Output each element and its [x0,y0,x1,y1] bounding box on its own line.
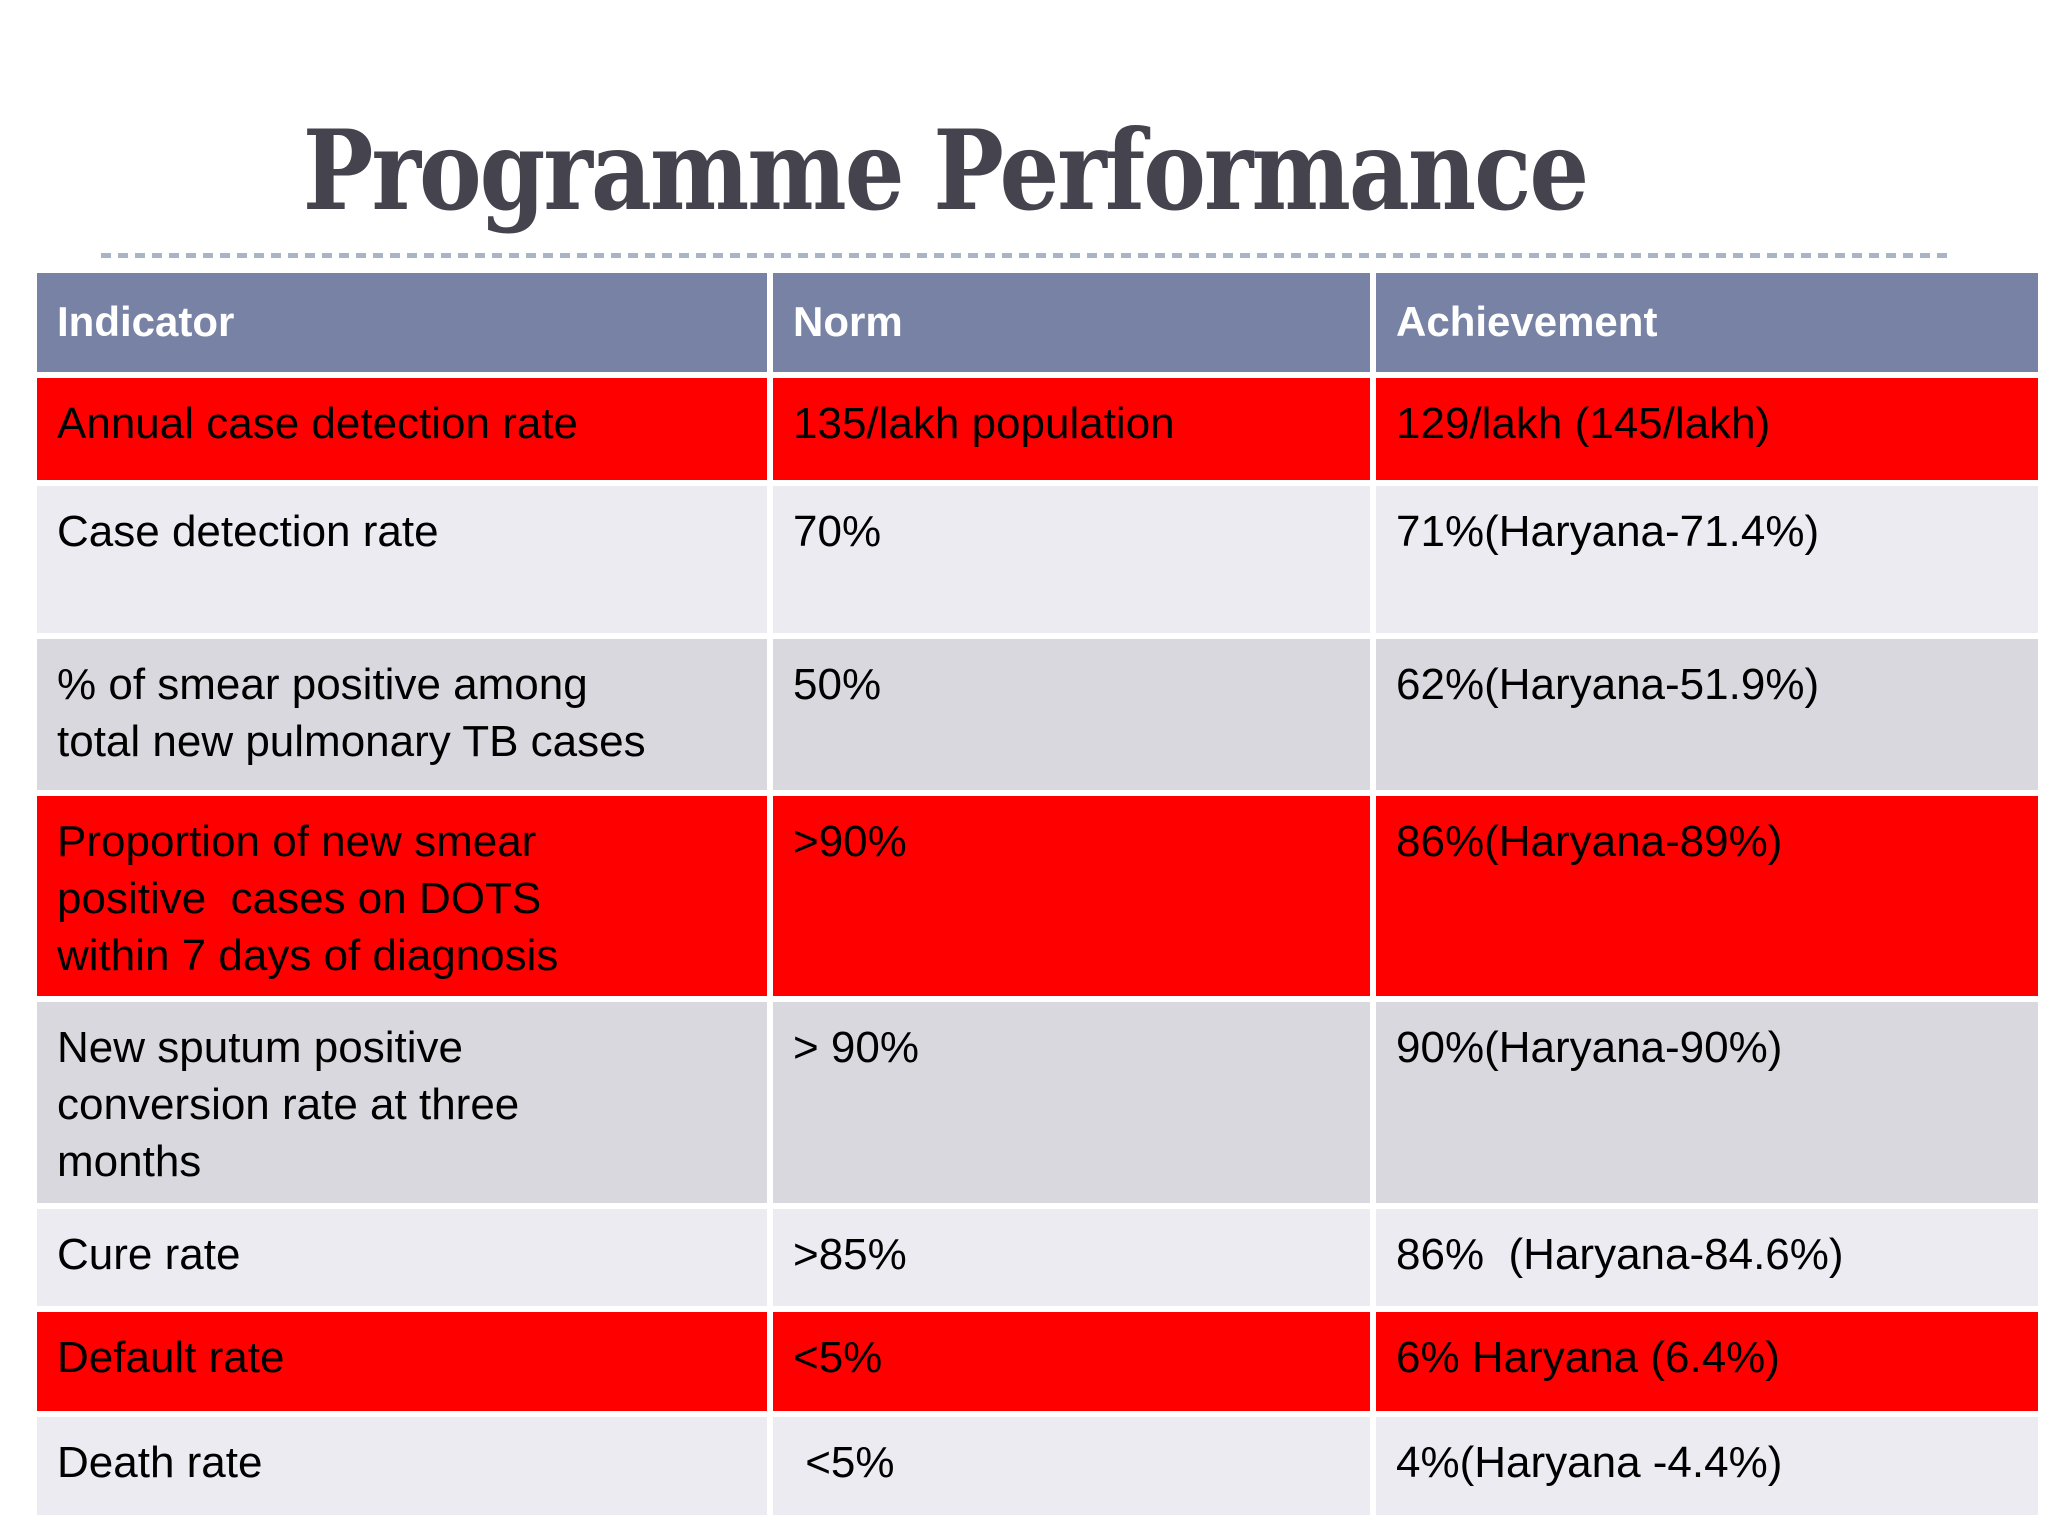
cell-achievement: 71%(Haryana-71.4%) [1376,486,2038,633]
cell-norm: <5% [773,1312,1370,1411]
cell-norm: 50% [773,639,1370,790]
cell-indicator: New sputum positive conversion rate at t… [37,1002,767,1203]
cell-achievement: 6% Haryana (6.4%) [1376,1312,2038,1411]
cell-norm: <5% [773,1417,1370,1515]
cell-indicator: Proportion of new smear positive cases o… [37,796,767,996]
cell-achievement: 4%(Haryana -4.4%) [1376,1417,2038,1515]
cell-achievement: 62%(Haryana-51.9%) [1376,639,2038,790]
dashed-divider [101,253,1947,258]
header-cell-norm: Norm [773,273,1370,372]
cell-achievement: 86%(Haryana-89%) [1376,796,2038,996]
cell-norm: > 90% [773,1002,1370,1203]
performance-table: Indicator Norm Achievement Annual case d… [37,273,2038,1515]
cell-indicator: Death rate [37,1417,767,1515]
cell-indicator: % of smear positive among total new pulm… [37,639,767,790]
cell-indicator: Cure rate [37,1209,767,1306]
cell-indicator: Case detection rate [37,486,767,633]
cell-norm: 135/lakh population [773,378,1370,480]
cell-norm: >90% [773,796,1370,996]
cell-norm: >85% [773,1209,1370,1306]
page-title: Programme Performance [302,106,1589,237]
header-cell-achievement: Achievement [1376,273,2038,372]
cell-achievement: 129/lakh (145/lakh) [1376,378,2038,480]
cell-achievement: 90%(Haryana-90%) [1376,1002,2038,1203]
cell-indicator: Default rate [37,1312,767,1411]
cell-achievement: 86% (Haryana-84.6%) [1376,1209,2038,1306]
cell-norm: 70% [773,486,1370,633]
header-cell-indicator: Indicator [37,273,767,372]
cell-indicator: Annual case detection rate [37,378,767,480]
